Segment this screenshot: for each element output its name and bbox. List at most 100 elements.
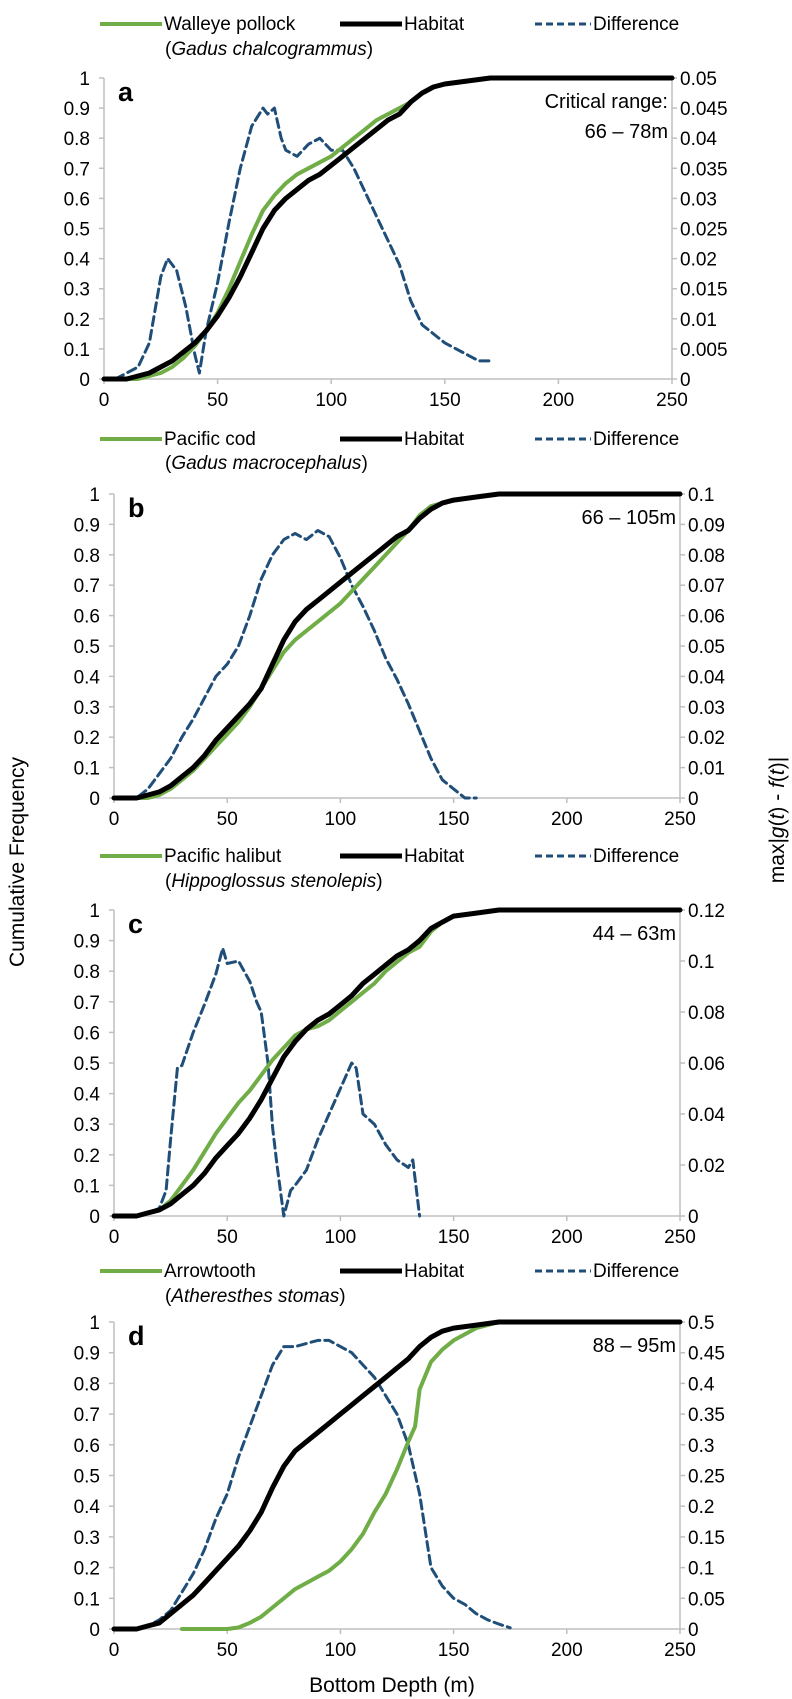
y-tick-label-left: 0.9 xyxy=(64,99,90,120)
x-tick-label: 200 xyxy=(551,1227,583,1248)
y-tick-label-left: 0.9 xyxy=(74,515,100,536)
y-tick-label-right: 0.01 xyxy=(688,759,725,780)
y-tick-label-right: 0.1 xyxy=(688,952,714,973)
x-tick-label: 150 xyxy=(429,390,461,411)
legend-habitat-entry: Habitat xyxy=(340,1261,465,1282)
y-tick-label-left: 0.5 xyxy=(74,1054,100,1075)
x-tick-label: 50 xyxy=(217,1640,238,1661)
critical-range-note: 88 – 95m xyxy=(593,1335,676,1357)
x-tick-label: 100 xyxy=(325,1640,357,1661)
y-tick-label-right: 0.3 xyxy=(688,1436,714,1457)
y-tick-label-left: 1 xyxy=(89,485,100,506)
difference-line xyxy=(123,946,422,1218)
y-axis-title-left: Cumulative Frequency xyxy=(6,756,29,967)
x-axis-title: Bottom Depth (m) xyxy=(309,1674,475,1697)
y-tick-label-left: 0.5 xyxy=(64,220,90,241)
y-tick-label-left: 0.1 xyxy=(64,340,90,361)
x-tick-label: 0 xyxy=(109,1640,120,1661)
legend-habitat-label: Habitat xyxy=(404,846,465,867)
legend-habitat-label: Habitat xyxy=(404,1261,465,1282)
y-tick-label-right: 0.06 xyxy=(688,1054,725,1075)
y-tick-label-right: 0.2 xyxy=(688,1497,714,1518)
y-tick-label-right: 0.01 xyxy=(680,310,717,331)
x-tick-label: 250 xyxy=(656,390,688,411)
critical-range-note: 44 – 63m xyxy=(593,923,676,945)
y-tick-label-left: 0.3 xyxy=(64,280,90,301)
y-tick-label-left: 0.6 xyxy=(74,1436,100,1457)
y-tick-label-left: 0.5 xyxy=(74,637,100,658)
y-tick-label-left: 0 xyxy=(89,789,100,810)
legend-difference-label: Difference xyxy=(593,846,679,867)
legend-species-label: Arrowtooth xyxy=(164,1261,256,1282)
species-latin-name: (Gadus macrocephalus) xyxy=(165,453,368,474)
y-axis-title-right: max|g(t) - f(t)| xyxy=(766,757,789,883)
panel-d: Arrowtooth Habitat Difference (Atheresthes … xyxy=(74,1261,725,1661)
x-tick-label: 250 xyxy=(664,809,696,830)
habitat-line xyxy=(111,491,683,801)
x-tick-label: 150 xyxy=(438,1227,470,1248)
legend-species-label: Walleye pollock xyxy=(164,14,296,35)
y-tick-label-right: 0 xyxy=(688,789,699,810)
y-tick-label-left: 0.7 xyxy=(74,576,100,597)
y-tick-label-left: 0.2 xyxy=(64,310,90,331)
panel-letter: b xyxy=(128,493,145,523)
panel-c: Pacific halibut Habitat Difference (Hippogl… xyxy=(74,846,726,1248)
x-tick-label: 0 xyxy=(109,1227,120,1248)
x-tick-label: 250 xyxy=(664,1640,696,1661)
y-tick-label-left: 0.8 xyxy=(74,1374,100,1395)
y-tick-label-right: 0.08 xyxy=(688,546,725,567)
y-tick-label-right: 0.12 xyxy=(688,901,725,922)
difference-line xyxy=(113,106,492,381)
difference-line xyxy=(123,529,478,800)
y-tick-label-right: 0 xyxy=(680,370,691,391)
x-tick-label: 250 xyxy=(664,1227,696,1248)
legend-species-entry: Pacific cod xyxy=(100,429,256,450)
y-tick-label-left: 0.1 xyxy=(74,1176,100,1197)
y-tick-label-left: 0.8 xyxy=(64,129,90,150)
y-tick-label-right: 0.025 xyxy=(680,220,728,241)
y-tick-label-right: 0.15 xyxy=(688,1528,725,1549)
legend-species-label: Pacific halibut xyxy=(164,846,282,867)
y-tick-label-left: 0.4 xyxy=(74,1497,101,1518)
y-tick-label-right: 0.09 xyxy=(688,515,725,536)
legend-habitat-entry: Habitat xyxy=(340,14,465,35)
x-tick-label: 150 xyxy=(438,809,470,830)
legend-difference-entry: Difference xyxy=(535,14,679,35)
legend-species-entry: Arrowtooth xyxy=(100,1261,256,1282)
y-tick-label-right: 0.08 xyxy=(688,1003,725,1024)
habitat-line xyxy=(111,1319,683,1632)
species-line xyxy=(179,1320,682,1631)
y-tick-label-right: 0.015 xyxy=(680,280,728,301)
y-tick-label-right: 0.35 xyxy=(688,1405,725,1426)
x-tick-label: 50 xyxy=(217,809,238,830)
legend-difference-label: Difference xyxy=(593,1261,679,1282)
y-tick-label-left: 0.6 xyxy=(74,607,100,628)
y-tick-label-right: 0.02 xyxy=(680,250,717,271)
legend-species-label: Pacific cod xyxy=(164,429,256,450)
y-tick-label-right: 0.06 xyxy=(688,607,725,628)
y-tick-label-left: 0 xyxy=(89,1207,100,1228)
panel-letter: d xyxy=(128,1321,145,1351)
x-tick-label: 200 xyxy=(551,1640,583,1661)
y-tick-label-left: 0.5 xyxy=(74,1467,100,1488)
y-tick-label-right: 0.035 xyxy=(680,159,728,180)
critical-range-note: 66 – 105m xyxy=(581,507,676,529)
y-tick-label-left: 0.9 xyxy=(74,1344,100,1365)
y-tick-label-left: 0.6 xyxy=(74,1023,100,1044)
y-tick-label-left: 0.1 xyxy=(74,1589,100,1610)
y-tick-label-right: 0.25 xyxy=(688,1467,725,1488)
panels-group: Walleye pollock Habitat Difference (Gadus c… xyxy=(64,14,728,1661)
y-tick-label-left: 1 xyxy=(89,1313,100,1334)
y-tick-label-right: 0.45 xyxy=(688,1344,725,1365)
x-tick-label: 100 xyxy=(325,809,357,830)
legend-difference-label: Difference xyxy=(593,14,679,35)
y-tick-label-left: 0.4 xyxy=(64,250,91,271)
y-tick-label-left: 0 xyxy=(79,370,90,391)
panel-a: Walleye pollock Habitat Difference (Gadus c… xyxy=(64,14,728,411)
y-tick-label-left: 0.8 xyxy=(74,546,100,567)
y-tick-label-left: 0.2 xyxy=(74,728,100,749)
y-tick-label-left: 0.1 xyxy=(74,759,100,780)
species-latin-name: (Atheresthes stomas) xyxy=(165,1286,346,1307)
x-tick-label: 0 xyxy=(109,809,120,830)
